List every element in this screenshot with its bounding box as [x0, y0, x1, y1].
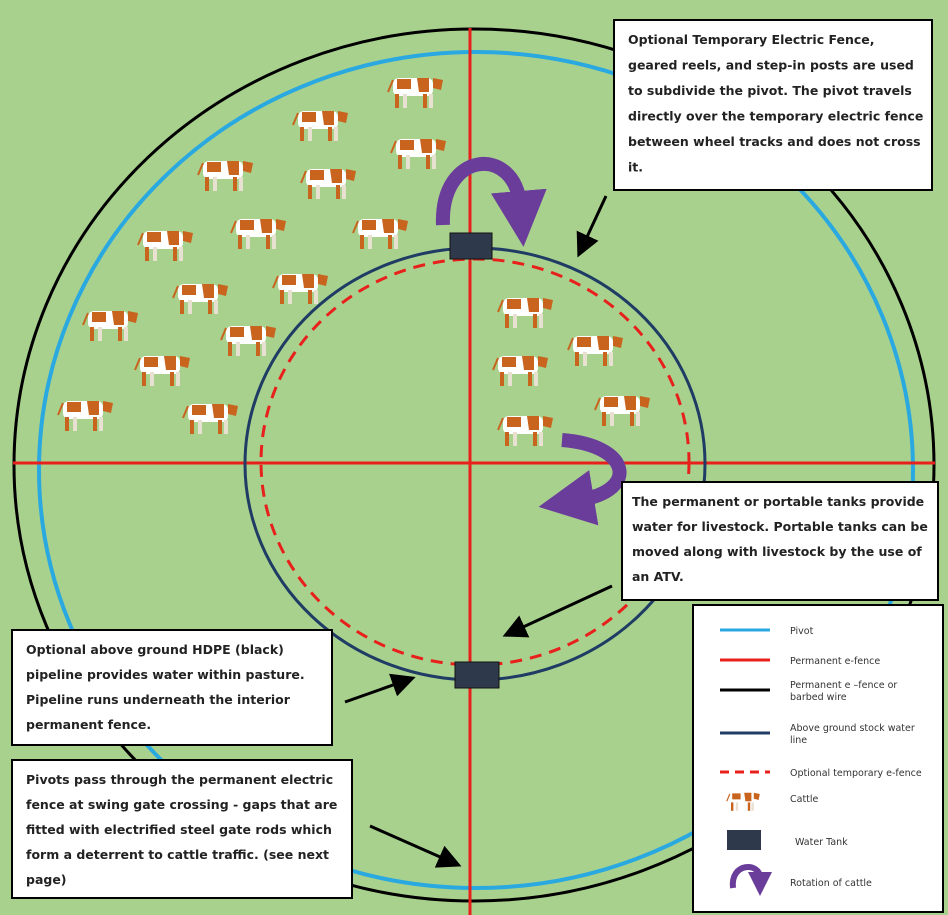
- callout-text: Optional above ground HDPE (black): [26, 642, 284, 657]
- callout-text: The permanent or portable tanks provide: [632, 494, 924, 509]
- water-tank: [449, 232, 493, 260]
- callout-text: it.: [628, 160, 643, 175]
- legend-samples: [720, 628, 772, 896]
- callout-text: fitted with electrified steel gate rods …: [26, 822, 332, 837]
- legend-label: line: [790, 735, 807, 746]
- legend-label: Water Tank: [795, 837, 848, 848]
- callout-text: fence at swing gate crossing - gaps that…: [26, 797, 337, 812]
- rotation-arrow: [435, 156, 547, 247]
- callout-text: pipeline provides water within pasture.: [26, 667, 305, 682]
- legend-label: Optional temporary e-fence: [790, 768, 922, 779]
- pointer-arrows: [344, 195, 613, 868]
- legend-label: Cattle: [790, 794, 819, 805]
- legend-label: Permanent e-fence: [790, 656, 880, 667]
- pivot: [37, 50, 915, 890]
- legend-label: Above ground stock water: [790, 723, 915, 734]
- legend-label: Rotation of cattle: [790, 878, 872, 889]
- water-tank: [454, 661, 500, 689]
- legend-label: Permanent e –fence or: [790, 680, 897, 691]
- callout-text: form a deterrent to cattle traffic. (see…: [26, 847, 329, 862]
- callout-text: to subdivide the pivot. The pivot travel…: [628, 83, 912, 98]
- callout-text: permanent fence.: [26, 717, 151, 732]
- legend-label: Pivot: [790, 626, 814, 637]
- callout-text: water for livestock. Portable tanks can …: [632, 519, 928, 534]
- rotation-arrow: [538, 433, 627, 526]
- callout-text: Pivots pass through the permanent electr…: [26, 772, 333, 787]
- callout-text: an ATV.: [632, 569, 684, 584]
- callout-text: moved along with livestock by the use of: [632, 544, 922, 559]
- callout-text: Optional Temporary Electric Fence,: [628, 32, 875, 47]
- callout-text: directly over the temporary electric fen…: [628, 109, 923, 124]
- callout-text: Pipeline runs underneath the interior: [26, 692, 291, 707]
- outer-fence: [12, 27, 936, 903]
- callout-text: geared reels, and step-in posts are used: [628, 58, 914, 73]
- legend-label: barbed wire: [790, 692, 847, 703]
- callout-text: page): [26, 872, 67, 887]
- callout-boxes: [11, 19, 944, 913]
- callout-text: between wheel tracks and does not cross: [628, 134, 921, 149]
